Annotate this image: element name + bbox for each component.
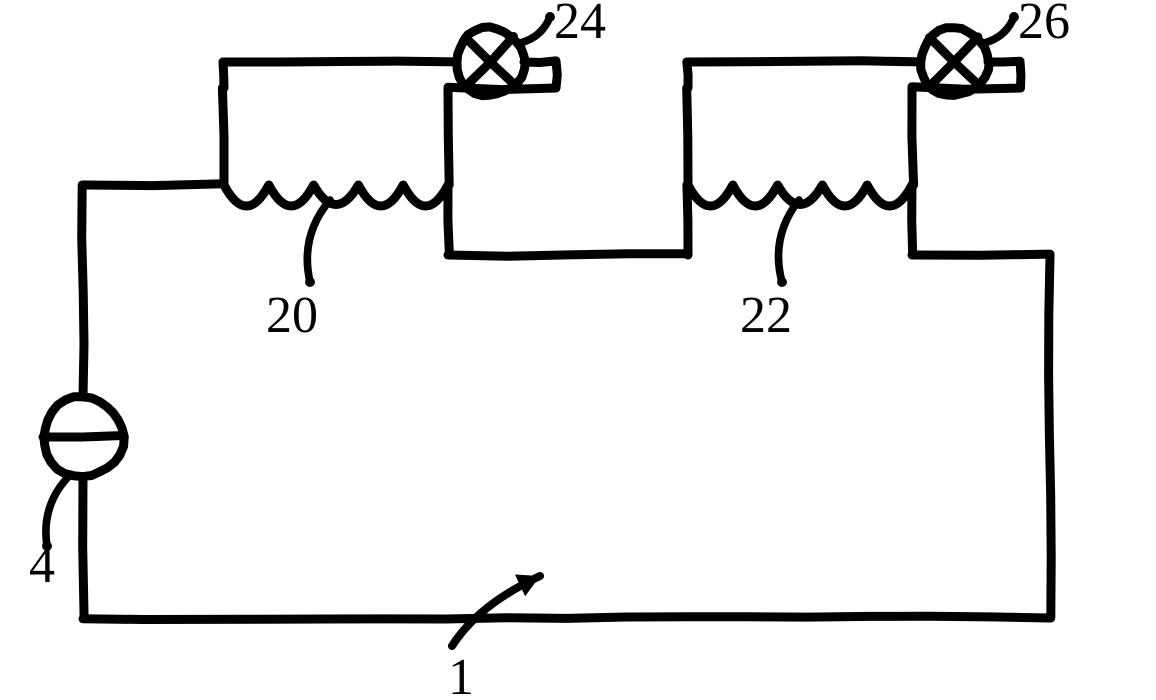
sec-left-up — [687, 88, 688, 185]
label-tr-left: 20 — [266, 287, 318, 344]
wire-step-tr2-down — [912, 185, 913, 255]
source-leader — [46, 475, 70, 546]
wire-bottom — [83, 616, 1050, 619]
wire-mid-rail — [448, 254, 688, 257]
label-tr-right: 22 — [740, 287, 792, 344]
sec-top-left — [223, 61, 456, 88]
label-lamp-right: 26 — [1018, 0, 1070, 50]
tr-left-leader — [307, 200, 330, 282]
sec-left-up — [222, 88, 224, 185]
label-lamp-left: 24 — [554, 0, 606, 50]
wire-step-tr2-up — [687, 185, 688, 255]
wire-right-rail — [912, 254, 1050, 255]
wire-step-tr1 — [448, 185, 450, 255]
schematic-diagram: 4 20 24 22 26 1 — [0, 0, 1156, 700]
lamp-left-leader — [520, 17, 550, 43]
wire-left-down — [83, 477, 84, 618]
lamp-right-leader — [984, 17, 1014, 43]
label-circuit: 1 — [448, 649, 474, 700]
wire-left-rail — [83, 184, 224, 186]
sec-right-down — [912, 88, 914, 185]
tr-right-leader-dot — [777, 277, 787, 287]
sec-top-left — [687, 61, 920, 88]
inductor-icon — [224, 185, 448, 206]
sec-right-down — [448, 88, 449, 185]
wire-source-up — [82, 185, 84, 397]
wire-right-down — [1049, 255, 1052, 618]
source-bisector — [43, 436, 123, 438]
label-source: 4 — [29, 537, 55, 594]
tr-right-leader — [778, 200, 799, 282]
tr-left-leader-dot — [305, 277, 315, 287]
